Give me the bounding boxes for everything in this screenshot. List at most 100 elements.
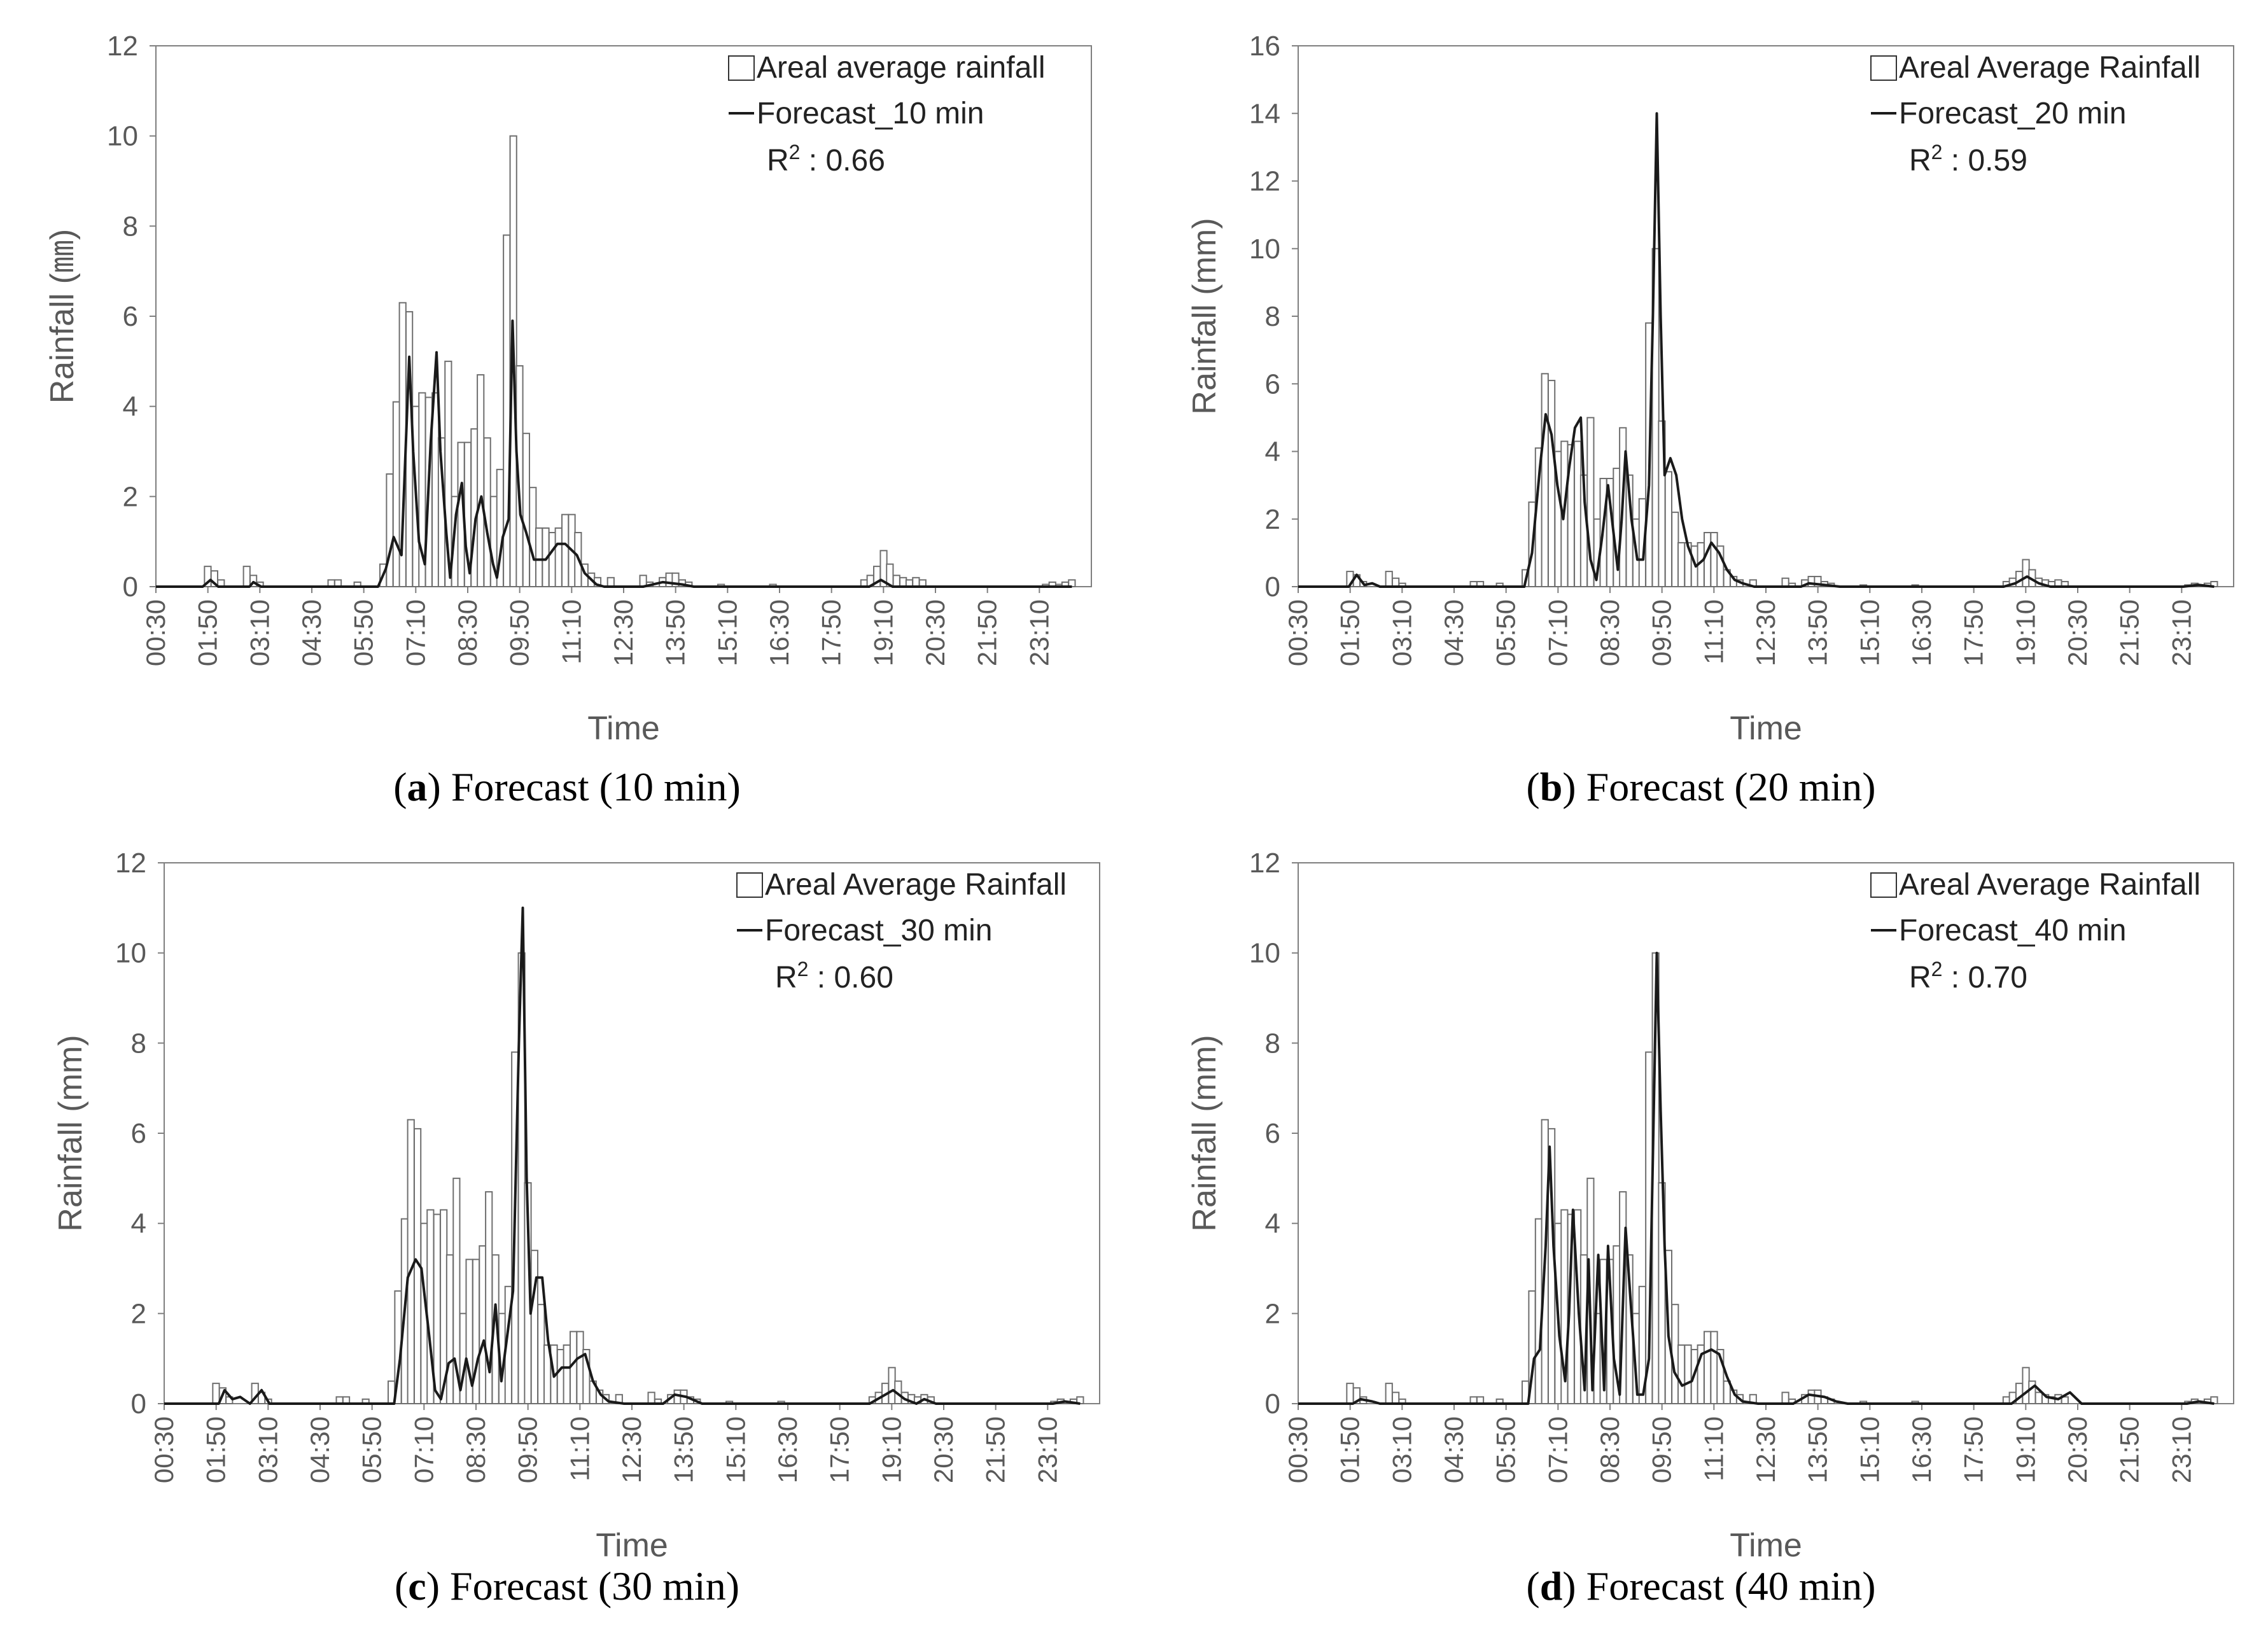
y-tick-label: 6 — [1265, 1118, 1280, 1149]
x-tick-label: 16:30 — [773, 1416, 802, 1483]
y-tick-label: 12 — [115, 848, 146, 879]
chart-svg-b: 0 2 4 6 8 10 12 14 16 00:30 01:50 03:10 04:30 05:50 07… — [1186, 31, 2234, 747]
y-tick-label: 8 — [1265, 1028, 1280, 1059]
rainfall-bar — [210, 570, 218, 587]
y-tick-label: 0 — [131, 1388, 146, 1420]
rainfall-bar — [1677, 541, 1686, 587]
forecast-line — [156, 319, 1072, 588]
legend-line-label: Forecast_10 min — [757, 97, 984, 130]
rainfall-bar — [665, 572, 673, 587]
x-tick-label: 09:50 — [513, 1416, 543, 1483]
rainfall-bar — [1671, 512, 1679, 587]
y-tick-label: 12 — [1249, 166, 1280, 197]
chart-panel-a: 0 2 4 6 8 10 12 00:30 01:50 03:10 04:30 05:50 07:10 0… — [0, 0, 1134, 817]
x-tick-label: 16:30 — [764, 599, 794, 666]
rainfall-bar — [1716, 545, 1725, 587]
rainfall-bar — [1574, 440, 1582, 587]
r2-prefix: R — [775, 961, 797, 995]
x-axis-label: Time — [596, 1527, 668, 1564]
y-tick-label: 2 — [123, 481, 138, 512]
rainfall-bar — [1710, 1330, 1718, 1405]
rainfall-bar — [433, 1213, 441, 1404]
x-tick-label: 23:10 — [1024, 599, 1054, 666]
legend-line-label: Forecast_20 min — [1899, 97, 2127, 130]
x-tick-label: 11:10 — [1698, 599, 1728, 664]
chart-svg-d: 0 2 4 6 8 10 12 00:30 01:50 03:10 04:30 05:50 07:10 0… — [1186, 848, 2234, 1564]
y-tick-label: 8 — [123, 211, 138, 242]
rainfall-bar — [1651, 248, 1660, 587]
rainfall-bar — [1807, 1389, 1816, 1404]
y-tick-label: 6 — [131, 1118, 146, 1149]
x-tick-label: 16:30 — [1907, 599, 1936, 666]
r2-value: : 0.59 — [1942, 144, 2027, 178]
caption-a: (a) Forecast (10 min) — [393, 764, 741, 809]
x-tick-label: 12:30 — [1751, 599, 1781, 666]
caption-letter-b: b — [1539, 764, 1563, 809]
y-tick-label: 4 — [1265, 1208, 1280, 1239]
x-tick-label: 17:50 — [1959, 1416, 1989, 1483]
x-tick-label: 15:10 — [1854, 599, 1884, 666]
x-tick-label: 05:50 — [349, 599, 379, 666]
x-tick-label: 05:50 — [1491, 1416, 1521, 1483]
rainfall-bar — [1385, 1383, 1393, 1404]
y-tick-label: 14 — [1249, 98, 1280, 129]
x-tick-label: 00:30 — [1283, 1416, 1313, 1483]
rainfall-bar — [1548, 379, 1556, 587]
caption-d: (d) Forecast (40 min) — [1526, 1563, 1876, 1609]
x-tick-label: 20:30 — [920, 599, 950, 666]
legend-bar-swatch — [728, 55, 755, 81]
x-tick-label: 21:50 — [2115, 1416, 2145, 1483]
rainfall-bar — [535, 527, 543, 588]
rainfall-bar — [647, 1392, 655, 1405]
r2-annotation: R2 : 0.66 — [767, 141, 885, 178]
x-tick-label: 01:50 — [201, 1416, 231, 1483]
rainfall-bar — [1710, 532, 1718, 587]
y-tick-label: 10 — [1249, 938, 1280, 969]
r2-superscript: 2 — [789, 141, 801, 164]
rainfall-bar — [561, 513, 570, 588]
rainfall-bar — [1671, 1304, 1679, 1405]
forecast-line — [164, 906, 1081, 1405]
y-axis-label: Rainfall (mm) — [1186, 1035, 1223, 1231]
rainfall-bar — [445, 1254, 454, 1404]
x-tick-label: 19:10 — [868, 599, 898, 666]
rainfall-bar — [212, 1383, 220, 1404]
y-tick-label: 12 — [107, 31, 138, 62]
y-tick-label: 16 — [1249, 31, 1280, 62]
x-tick-label: 08:30 — [1595, 599, 1625, 666]
x-tick-label: 03:10 — [1387, 1416, 1417, 1483]
x-tick-label: 21:50 — [972, 599, 1002, 666]
x-tick-label: 09:50 — [1647, 599, 1677, 666]
rainfall-bar — [1392, 1392, 1400, 1405]
x-axis-label: Time — [1730, 710, 1802, 747]
legend-line-label: Forecast_30 min — [765, 914, 993, 947]
r2-value: : 0.66 — [800, 144, 885, 178]
y-tick-label: 4 — [1265, 436, 1280, 468]
rainfall-bar — [2034, 1392, 2043, 1405]
x-tick-label: 07:10 — [400, 599, 430, 666]
rainfall-bar — [2022, 1367, 2030, 1404]
x-tick-label: 09:50 — [505, 599, 535, 666]
rainfall-bar — [537, 1304, 545, 1405]
rainfall-bar — [912, 576, 920, 587]
y-tick-label: 0 — [1265, 571, 1280, 603]
x-tick-label: 05:50 — [1491, 599, 1521, 666]
y-tick-label: 6 — [1265, 368, 1280, 400]
caption-text-c: Forecast (30 min) — [440, 1563, 740, 1609]
x-tick-label: 11:10 — [1698, 1416, 1728, 1481]
x-tick-label: 17:50 — [825, 1416, 855, 1483]
x-tick-label: 17:50 — [816, 599, 846, 666]
x-tick-label: 03:10 — [253, 1416, 283, 1483]
chart-panel-b: 0 2 4 6 8 10 12 14 16 00:30 01:50 03:10 04:30 05:50 07… — [1134, 0, 2268, 817]
y-tick-label: 6 — [123, 301, 138, 332]
rainfall-bar — [444, 360, 452, 587]
legend-bar-label: Areal average rainfall — [757, 51, 1046, 85]
y-tick-label: 12 — [1249, 848, 1280, 879]
x-axis-label: Time — [587, 710, 660, 747]
x-tick-label: 07:10 — [1543, 1416, 1572, 1483]
rainfall-bar — [892, 575, 900, 588]
rainfall-bar — [2022, 559, 2030, 587]
r2-superscript: 2 — [1931, 958, 1943, 981]
x-tick-label: 00:30 — [149, 1416, 179, 1483]
y-tick-label: 2 — [1265, 1298, 1280, 1329]
